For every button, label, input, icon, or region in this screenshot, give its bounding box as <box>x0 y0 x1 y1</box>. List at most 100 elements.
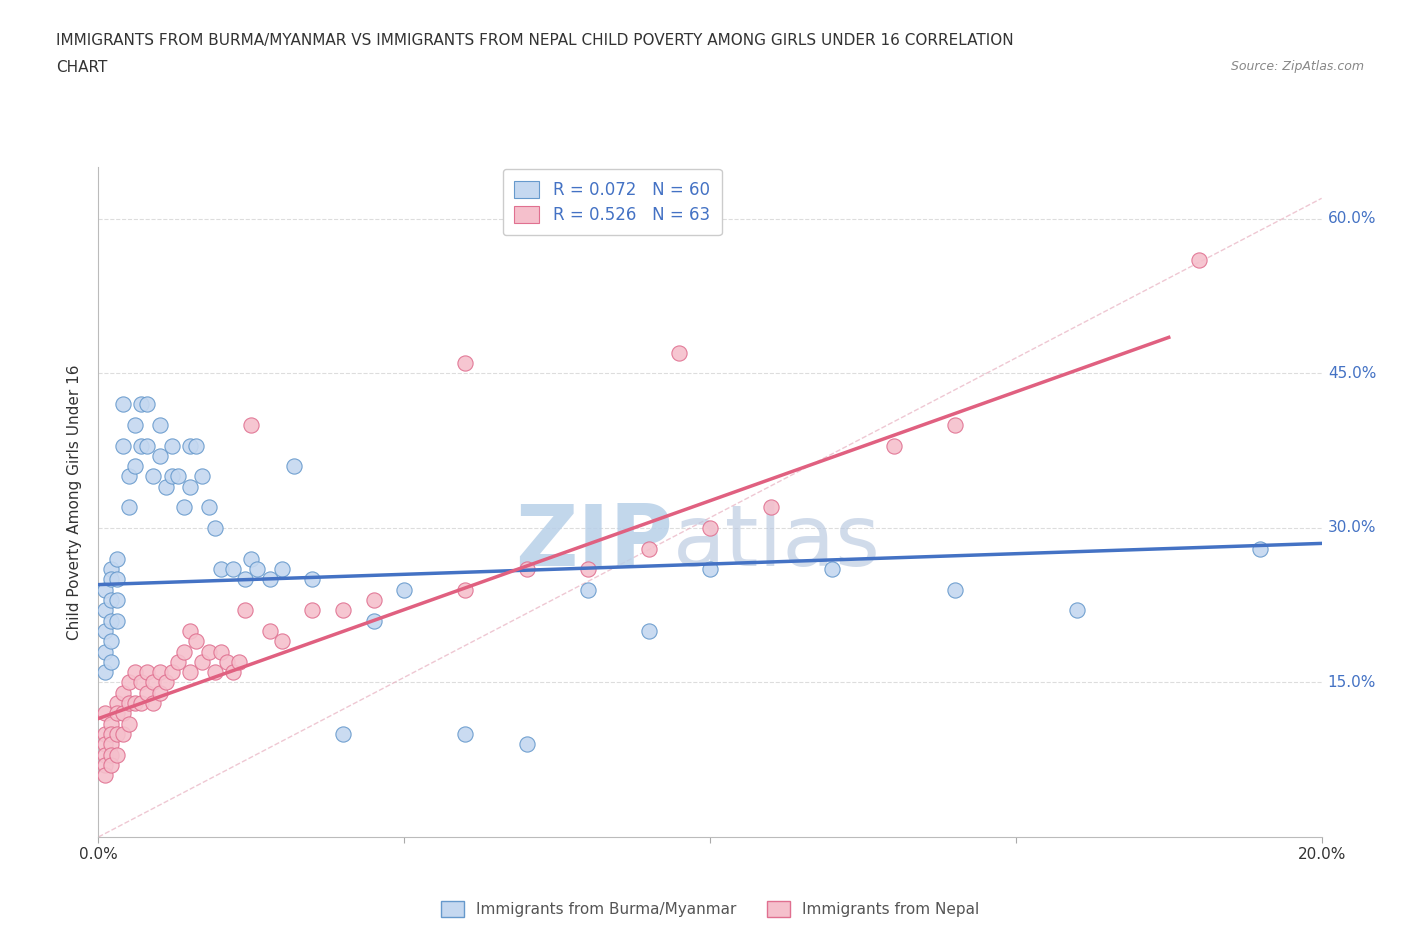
Point <box>93 582 115 597</box>
Point <box>155 479 177 494</box>
Point <box>100 747 122 762</box>
Point <box>576 562 599 577</box>
Text: ZIP: ZIP <box>516 501 673 584</box>
Point <box>259 623 281 638</box>
Point <box>129 675 152 690</box>
Point <box>179 623 201 638</box>
Text: atlas: atlas <box>673 501 882 584</box>
Point <box>118 696 141 711</box>
Point <box>105 613 128 628</box>
Point <box>392 582 416 597</box>
Point <box>105 747 128 762</box>
Text: Source: ZipAtlas.com: Source: ZipAtlas.com <box>1230 60 1364 73</box>
Point <box>105 706 128 721</box>
Point <box>93 623 115 638</box>
Point <box>821 562 844 577</box>
Point <box>93 768 115 783</box>
Point <box>129 438 152 453</box>
Point <box>179 665 201 680</box>
Point <box>516 562 538 577</box>
Point <box>155 675 177 690</box>
Point <box>576 582 599 597</box>
Point <box>191 469 214 484</box>
Point <box>222 562 245 577</box>
Point <box>943 418 966 432</box>
Point <box>100 634 122 649</box>
Point <box>111 706 134 721</box>
Point <box>100 737 122 751</box>
Point <box>637 541 661 556</box>
Point <box>118 469 141 484</box>
Point <box>167 655 190 670</box>
Point <box>668 345 690 360</box>
Point <box>105 551 128 566</box>
Point <box>136 397 159 412</box>
Point <box>186 438 208 453</box>
Point <box>100 592 122 607</box>
Point <box>136 685 159 700</box>
Point <box>93 737 115 751</box>
Point <box>124 696 146 711</box>
Point <box>1188 253 1211 268</box>
Point <box>142 675 165 690</box>
Point <box>136 438 159 453</box>
Y-axis label: Child Poverty Among Girls Under 16: Child Poverty Among Girls Under 16 <box>67 365 83 640</box>
Text: 15.0%: 15.0% <box>1327 675 1376 690</box>
Point <box>160 438 183 453</box>
Point <box>111 438 134 453</box>
Point <box>149 685 172 700</box>
Point <box>100 716 122 731</box>
Point <box>204 521 226 536</box>
Point <box>100 572 122 587</box>
Point <box>209 644 232 659</box>
Point <box>228 655 250 670</box>
Point <box>93 726 115 741</box>
Point <box>100 726 122 741</box>
Text: 45.0%: 45.0% <box>1327 365 1376 381</box>
Point <box>215 655 238 670</box>
Point <box>105 592 128 607</box>
Point <box>142 696 165 711</box>
Point <box>204 665 226 680</box>
Text: IMMIGRANTS FROM BURMA/MYANMAR VS IMMIGRANTS FROM NEPAL CHILD POVERTY AMONG GIRLS: IMMIGRANTS FROM BURMA/MYANMAR VS IMMIGRA… <box>56 33 1014 47</box>
Point <box>240 418 263 432</box>
Point <box>100 613 122 628</box>
Point <box>149 448 172 463</box>
Point <box>233 603 256 618</box>
Point <box>149 665 172 680</box>
Point <box>105 726 128 741</box>
Legend: Immigrants from Burma/Myanmar, Immigrants from Nepal: Immigrants from Burma/Myanmar, Immigrant… <box>434 895 986 923</box>
Point <box>1066 603 1088 618</box>
Point <box>209 562 232 577</box>
Point <box>93 665 115 680</box>
Point <box>222 665 245 680</box>
Point <box>160 469 183 484</box>
Point <box>93 747 115 762</box>
Point <box>301 572 323 587</box>
Point <box>301 603 323 618</box>
Point <box>93 706 115 721</box>
Point <box>191 655 214 670</box>
Point <box>105 696 128 711</box>
Point <box>93 757 115 772</box>
Point <box>129 397 152 412</box>
Point <box>93 644 115 659</box>
Point <box>197 500 219 515</box>
Point <box>270 562 292 577</box>
Point <box>105 572 128 587</box>
Point <box>270 634 292 649</box>
Point <box>179 479 201 494</box>
Point <box>149 418 172 432</box>
Point <box>1249 541 1271 556</box>
Point <box>111 726 134 741</box>
Point <box>283 458 305 473</box>
Point <box>173 644 195 659</box>
Point <box>111 685 134 700</box>
Text: CHART: CHART <box>56 60 108 75</box>
Point <box>118 716 141 731</box>
Point <box>699 521 721 536</box>
Point <box>124 458 146 473</box>
Point <box>240 551 263 566</box>
Point <box>259 572 281 587</box>
Point <box>111 397 134 412</box>
